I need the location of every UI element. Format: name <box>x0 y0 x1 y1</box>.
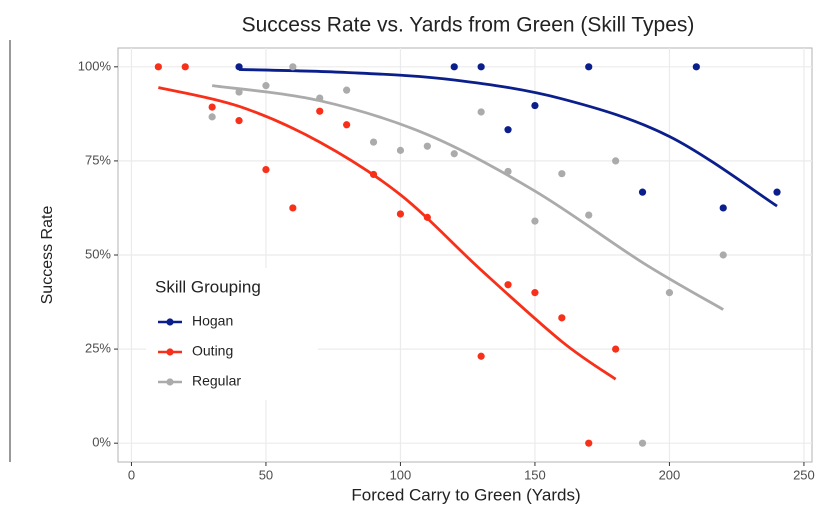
point <box>423 142 431 150</box>
y-tick-label: 75% <box>85 152 111 167</box>
point <box>585 439 593 447</box>
x-tick-label: 100 <box>390 467 412 482</box>
point <box>773 188 781 196</box>
y-tick-label: 100% <box>78 58 112 73</box>
legend-box <box>146 268 318 400</box>
y-axis-label: Success Rate <box>39 206 56 305</box>
y-tick-label: 50% <box>85 246 111 261</box>
legend-label: Regular <box>192 373 241 389</box>
chart-title: Success Rate vs. Yards from Green (Skill… <box>242 14 695 37</box>
legend-swatch-dot <box>166 318 174 326</box>
point <box>369 138 378 146</box>
point <box>208 103 216 111</box>
x-tick-label: 200 <box>659 467 681 482</box>
point <box>531 217 539 225</box>
point <box>504 126 512 134</box>
point <box>638 439 647 447</box>
legend-label: Hogan <box>192 313 233 329</box>
point <box>289 63 297 71</box>
point <box>396 146 405 154</box>
point <box>504 281 512 289</box>
point <box>477 108 485 116</box>
point <box>289 204 297 212</box>
point <box>316 107 324 115</box>
fit-curve <box>211 84 724 311</box>
point <box>477 63 485 71</box>
x-tick-label: 50 <box>259 467 273 482</box>
point <box>558 170 566 178</box>
y-tick-label: 25% <box>85 341 111 356</box>
point <box>450 150 458 158</box>
y-tick-label: 0% <box>92 435 111 450</box>
point <box>262 165 270 174</box>
x-axis-label: Forced Carry to Green (Yards) <box>351 485 580 504</box>
x-tick-label: 0 <box>128 467 135 482</box>
point <box>396 210 405 218</box>
point <box>343 86 351 94</box>
point <box>181 63 189 71</box>
point <box>719 204 727 212</box>
point <box>692 63 700 71</box>
point <box>450 63 458 71</box>
point <box>558 314 566 322</box>
x-tick-label: 250 <box>793 467 815 482</box>
point <box>262 82 270 90</box>
point <box>531 289 539 297</box>
fit-curve <box>239 68 778 208</box>
point <box>612 157 620 165</box>
legend: Skill Grouping Hogan Outing Regular <box>146 268 318 400</box>
point <box>208 113 216 121</box>
point <box>638 188 647 196</box>
fit-curve <box>158 86 617 381</box>
point <box>531 101 539 110</box>
point <box>612 345 620 353</box>
point <box>585 211 593 219</box>
point <box>719 251 727 259</box>
legend-swatch-dot <box>166 378 174 386</box>
legend-swatch-dot <box>166 348 174 356</box>
point <box>477 352 485 360</box>
point <box>665 289 674 297</box>
x-tick-label: 150 <box>524 467 546 482</box>
legend-title: Skill Grouping <box>155 277 261 296</box>
point <box>343 121 351 129</box>
point <box>585 63 593 71</box>
point <box>235 117 243 125</box>
legend-label: Outing <box>192 343 233 359</box>
point <box>154 63 162 71</box>
